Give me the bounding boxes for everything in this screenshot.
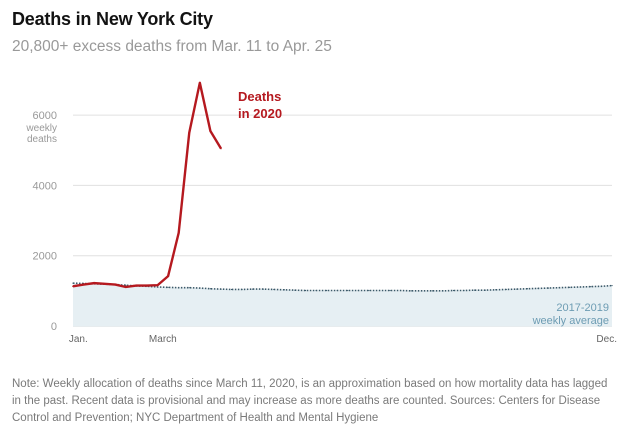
average-point [252,288,254,290]
average-point [400,289,402,292]
average-point [389,289,391,292]
deaths-2020-point [220,147,222,150]
x-tick-label-jan: Jan. [69,334,88,345]
average-point [442,290,444,292]
average-point [421,290,423,292]
average-point [156,286,159,288]
average-point [167,286,169,288]
average-point [72,282,74,284]
x-tick-label-march: March [149,334,177,345]
average-point [600,285,603,287]
source-note: Note: Weekly allocation of deaths since … [12,378,608,424]
annotation-average: 2017-2019 [556,302,609,314]
average-point [484,289,486,291]
y-tick-label-6000: 6000 [33,110,57,122]
average-point [188,287,190,289]
deaths-2020-point [167,275,169,277]
deaths-2020-layer [72,81,222,289]
average-point [230,288,233,291]
deaths-2020-point [82,283,85,286]
average-point [611,284,613,287]
average-point [336,289,338,292]
average-point [357,289,359,292]
deaths-2020-point [146,284,148,287]
average-point [590,286,592,288]
deaths-2020-point [125,286,127,288]
average-point [579,286,581,288]
average-point [273,288,275,291]
average-point [347,289,349,292]
annotation-deaths-2020: in 2020 [238,106,282,121]
average-point [495,289,497,291]
deaths-2020-point [72,285,74,288]
deaths-2020-point [135,284,138,287]
average-point [209,288,211,290]
deaths-2020-point [177,232,180,234]
deaths-2020-point [103,283,106,285]
average-point [452,289,455,292]
average-point [569,286,571,288]
y-tick-label-4000: 4000 [33,180,57,192]
average-point [410,290,412,292]
average-point [547,287,550,289]
deaths-2020-point [156,284,159,287]
average-point [178,287,180,289]
average-point [505,288,507,291]
y-axis-label-line: weekly [25,123,57,134]
deaths-2020-point [209,130,212,132]
average-point [199,287,201,289]
average-point [241,288,243,291]
deaths-2020-point [114,283,117,286]
average-point [304,289,307,292]
average-point [526,288,529,290]
deaths-2020-line [72,81,222,289]
average-band-area [73,283,612,326]
average-band-layer [73,283,612,326]
annotation-average: weekly average [532,315,609,327]
chart-title: Deaths in New York City [12,9,213,29]
average-point [125,284,127,286]
average-point [516,288,518,290]
deaths-2020-point [93,282,95,284]
average-point [220,288,222,290]
average-point [294,289,296,291]
average-point [326,289,328,292]
average-point [283,289,285,291]
y-tick-label-2000: 2000 [33,251,57,263]
average-point [368,289,370,292]
average-point [463,289,465,292]
average-point [537,287,539,289]
deaths-2020-point [188,131,191,134]
y-axis-label-line: deaths [27,134,57,145]
average-point [262,288,264,290]
average-point [431,290,433,292]
average-point [558,287,560,289]
average-point [378,289,381,292]
average-point [474,289,476,291]
deaths-2020-point [199,82,201,84]
chart-subtitle: 20,800+ excess deaths from Mar. 11 to Ap… [12,38,332,55]
x-tick-label-dec: Dec. [596,334,617,345]
y-tick-label-0: 0 [51,321,57,333]
average-point [315,289,317,292]
annotation-deaths-2020: Deaths [238,89,281,104]
